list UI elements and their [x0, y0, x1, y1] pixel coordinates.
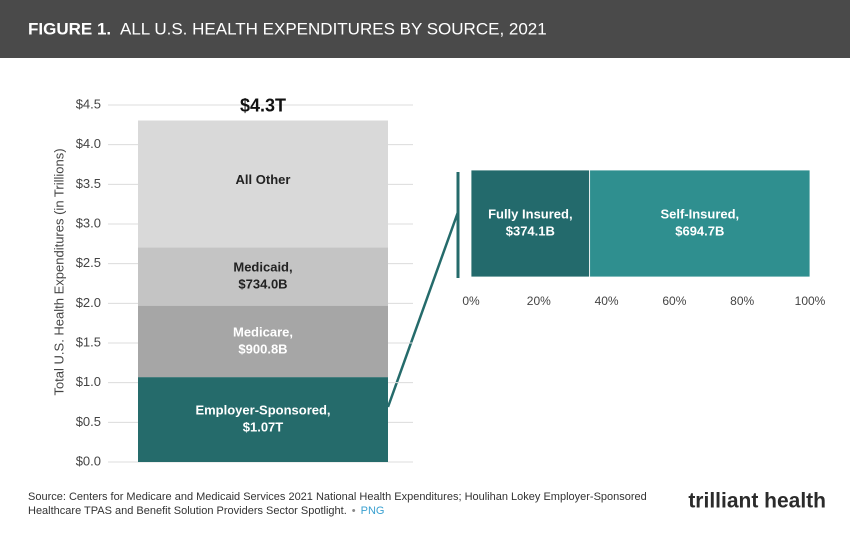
y-tick-label: $3.0 — [76, 215, 101, 230]
separator: • — [352, 505, 356, 517]
y-tick-label: $2.5 — [76, 255, 101, 270]
segment-value: $734.0B — [238, 277, 287, 292]
x-tick-label: 60% — [662, 294, 686, 308]
segment-label: All Other — [236, 172, 291, 187]
y-tick-label: $1.0 — [76, 374, 101, 389]
x-tick-label: 20% — [527, 294, 551, 308]
x-tick-label: 40% — [595, 294, 619, 308]
segment-label: Medicaid, $734.0B — [233, 260, 292, 292]
segment-name: Self-Insured, — [660, 207, 739, 222]
y-tick-label: $4.5 — [76, 96, 101, 111]
logo: trilliant health — [688, 490, 826, 513]
y-tick-label: $0.5 — [76, 414, 101, 429]
bar-segment — [470, 169, 591, 278]
y-tick-label: $1.5 — [76, 334, 101, 349]
x-tick-label: 0% — [462, 294, 480, 308]
segment-name: Fully Insured, — [488, 207, 573, 222]
segment-value: $1.07T — [243, 420, 284, 435]
segment-label: Fully Insured, $374.1B — [488, 207, 573, 239]
y-tick-label: $4.0 — [76, 136, 101, 151]
bar-segment — [589, 169, 811, 278]
x-tick-label: 100% — [795, 294, 826, 308]
figure-title: ALL U.S. HEALTH EXPENDITURES BY SOURCE, … — [120, 19, 547, 38]
segment-value: $374.1B — [506, 224, 555, 239]
total-label: $4.3T — [240, 96, 286, 116]
y-axis-label: Total U.S. Health Expenditures (in Trill… — [51, 148, 66, 395]
segment-value: $694.7B — [675, 224, 724, 239]
figure-number: FIGURE 1. — [28, 19, 111, 38]
bar-segment — [138, 305, 388, 378]
source-line: Source: Centers for Medicare and Medicai… — [28, 491, 647, 503]
bar-segment — [138, 120, 388, 248]
y-tick-label: $3.5 — [76, 176, 101, 191]
segment-label: Self-Insured, $694.7B — [660, 207, 739, 239]
segment-name: Employer-Sponsored, — [195, 403, 330, 418]
segment-label: Medicare, $900.8B — [233, 325, 293, 357]
header-band — [0, 0, 850, 58]
connector — [386, 211, 460, 408]
segment-name: Medicaid, — [233, 260, 292, 275]
segment-label: Employer-Sponsored, $1.07T — [195, 403, 330, 435]
y-tick-label: $2.0 — [76, 295, 101, 310]
png-link[interactable]: PNG — [361, 505, 385, 517]
y-tick-label: $0.0 — [76, 453, 101, 468]
source-line: Healthcare TPAS and Benefit Solution Pro… — [28, 505, 384, 517]
bar-segment — [138, 247, 388, 306]
bar-segment — [138, 377, 388, 462]
source-text: Healthcare TPAS and Benefit Solution Pro… — [28, 505, 347, 517]
x-tick-label: 80% — [730, 294, 754, 308]
segment-name: Medicare, — [233, 325, 293, 340]
segment-value: $900.8B — [238, 342, 287, 357]
segment-name: All Other — [236, 172, 291, 187]
